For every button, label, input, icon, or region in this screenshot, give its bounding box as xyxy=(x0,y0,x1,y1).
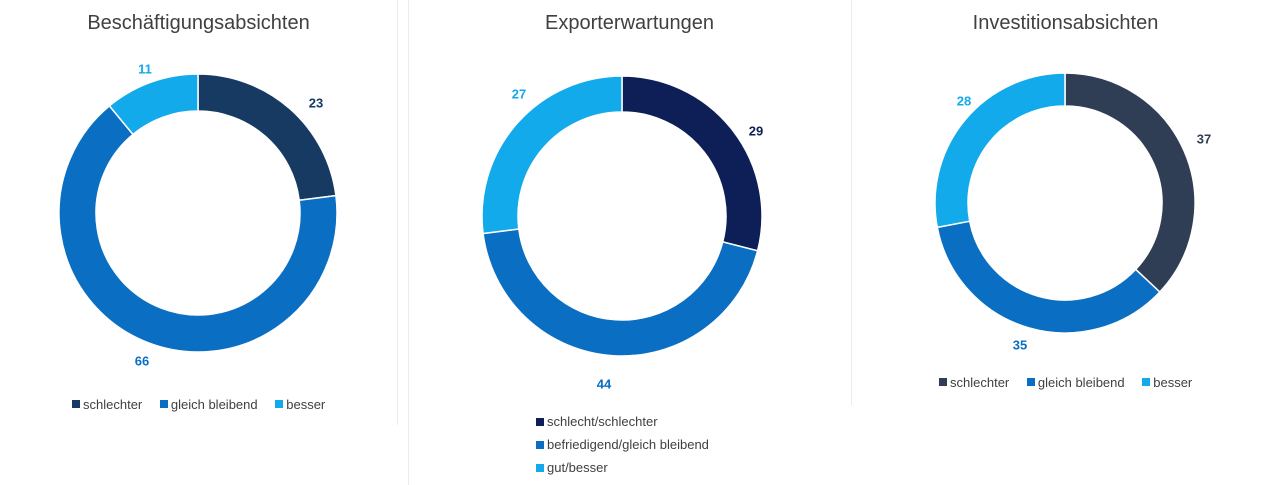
legend-label: gleich bleibend xyxy=(1037,374,1125,390)
legend-item: gut/besser xyxy=(536,460,709,475)
legend-swatch xyxy=(536,440,544,449)
data-label: 11 xyxy=(138,61,152,76)
donut-segment-schlechter xyxy=(1064,72,1196,294)
panel-divider xyxy=(408,0,409,485)
legend-swatch xyxy=(536,417,544,426)
panel-divider xyxy=(851,0,852,405)
legend-label: schlechter xyxy=(83,396,143,412)
data-label: 28 xyxy=(957,93,971,108)
legend-label: schlecht/schlechter xyxy=(547,414,658,429)
legend-item: besser xyxy=(275,397,325,412)
legend-item: besser xyxy=(1142,375,1192,390)
donut-chart: 37 35 28 xyxy=(934,72,1211,352)
legend-swatch xyxy=(536,463,544,472)
donut-segment-besser xyxy=(108,73,199,136)
legend-swatch xyxy=(72,400,80,408)
chart-panel-beschaeftigung: Beschäftigungsabsichten 23 66 11 schlechte… xyxy=(0,0,397,425)
data-label: 37 xyxy=(1197,131,1211,146)
legend-swatch xyxy=(1026,378,1035,386)
chart-panel-export: Exporterwartungen 29 44 27 schlecht/schlec… xyxy=(408,0,851,485)
legend-swatch xyxy=(1142,378,1151,386)
chart-title: Investitionsabsichten xyxy=(972,12,1159,34)
legend-label: besser xyxy=(1153,374,1193,390)
legend-label: besser xyxy=(286,396,326,412)
legend-swatch xyxy=(159,400,168,408)
donut-segment-besser xyxy=(934,72,1066,229)
legend-item: gleich bleibend xyxy=(1026,374,1125,390)
legend-item: schlechter xyxy=(939,375,1009,390)
donut-segment-gut-besser xyxy=(481,75,623,235)
chart-panel-investition: Investitionsabsichten 37 35 28 schlechter … xyxy=(851,0,1280,405)
legend-item: gleich bleibend xyxy=(159,396,258,412)
legend-swatch xyxy=(939,378,947,386)
data-label: 23 xyxy=(309,95,323,110)
legend-label: schlechter xyxy=(950,374,1010,390)
data-label: 44 xyxy=(597,376,612,391)
chart-legend: schlecht/schlechter befriedigend/gleich … xyxy=(536,414,709,483)
legend-item: schlecht/schlechter xyxy=(536,414,709,429)
donut-chart: 23 66 11 xyxy=(58,61,338,368)
legend-label: gut/besser xyxy=(547,460,608,475)
legend-item: befriedigend/gleich bleibend xyxy=(536,437,709,452)
donut-segment-befriedigend-gleich-bleibend xyxy=(482,228,759,357)
data-label: 35 xyxy=(1013,337,1027,352)
legend-swatch xyxy=(275,400,284,408)
chart-title: Exporterwartungen xyxy=(545,12,714,34)
data-label: 29 xyxy=(749,123,763,138)
donut-segment-schlecht-schlechter xyxy=(621,75,763,252)
chart-legend: schlechter gleich bleibend besser xyxy=(72,396,339,412)
legend-item: schlechter xyxy=(72,397,142,412)
donut-segment-gleich-bleibend xyxy=(936,220,1161,334)
chart-title: Beschäftigungsabsichten xyxy=(87,12,310,34)
donut-chart: 29 44 27 xyxy=(481,75,763,391)
donut-segment-gleich-bleibend xyxy=(58,104,338,353)
data-label: 66 xyxy=(135,353,149,368)
legend-label: gleich bleibend xyxy=(170,396,258,412)
legend-label: befriedigend/gleich bleibend xyxy=(547,437,709,452)
donut-segment-schlechter xyxy=(197,73,337,202)
data-label: 27 xyxy=(512,86,526,101)
chart-legend: schlechter gleich bleibend besser xyxy=(939,374,1206,390)
panel-divider xyxy=(397,0,398,425)
